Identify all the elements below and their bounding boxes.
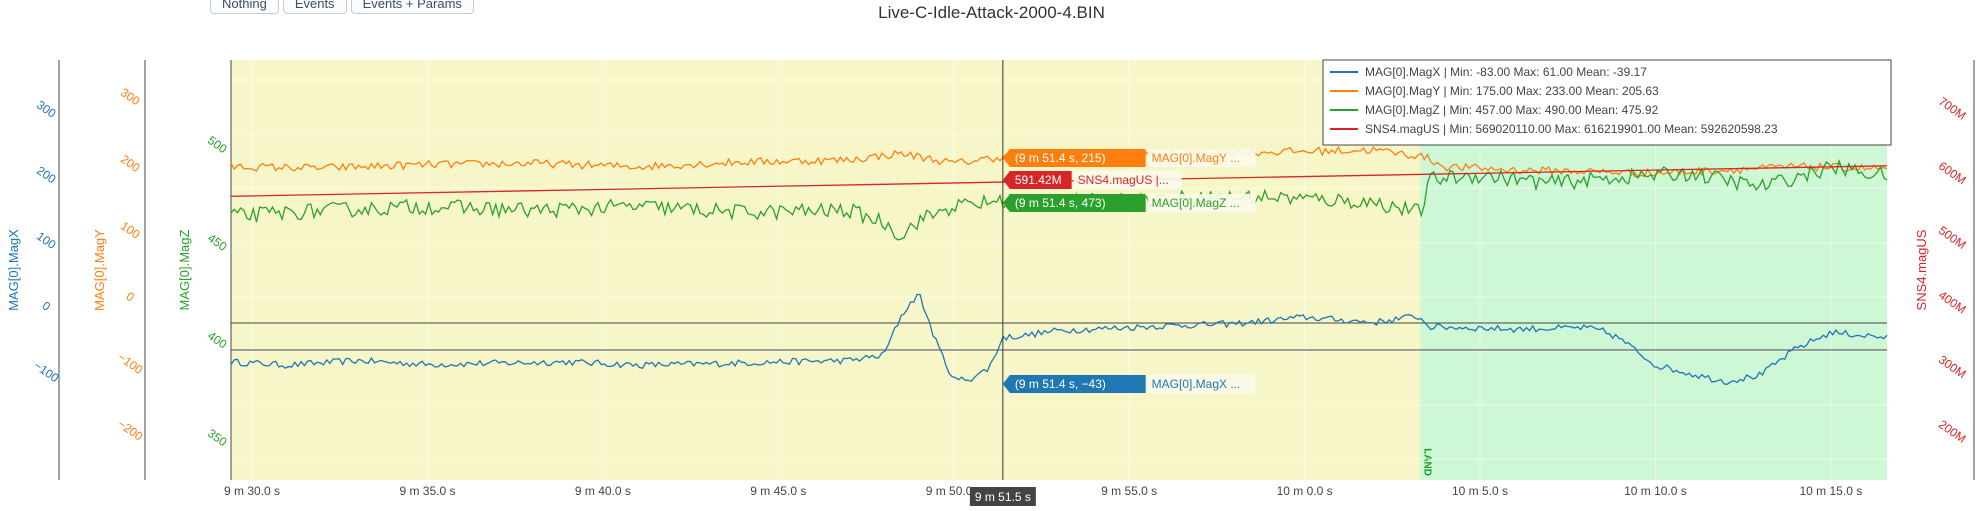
x-tick-label-3: 9 m 45.0 s [750,484,806,498]
sns-tick-label-5: 700M [1936,94,1969,123]
magx-tick-label-3: 200 [34,163,59,186]
hover-time-box [969,487,1036,506]
sns-tick-label-0: 200M [1936,417,1969,446]
magx-tick-label-4: 300 [34,98,59,121]
hover-label-name-box [1147,149,1256,167]
legend-entry-2: MAG[0].MagZ | Min: 457.00 Max: 490.00 Me… [1365,103,1659,117]
x-tick-label-0: 9 m 30.0 s [224,484,280,498]
nothing-button[interactable]: Nothing [210,0,279,14]
hover-label-box [1002,375,1146,393]
magy-tick-label-0: −200 [115,417,145,444]
x-tick-label-5: 9 m 55.0 s [1101,484,1157,498]
series-line-magx [230,293,1888,385]
magz-axis-title: MAG[0].MagZ [177,229,192,310]
hover-label-mag-0-magz: (9 m 51.4 s, 473) MAG[0].MagZ ... [1002,194,1256,212]
magy-axis-title: MAG[0].MagY [92,229,107,311]
x-tick-label-4: 9 m 50.0 s [926,484,982,498]
sns-tick-label-4: 600M [1936,159,1969,188]
magz-tick-label-2: 450 [205,231,230,254]
hover-time-label: 9 m 51.5 s [975,490,1031,504]
magy-tick-label-3: 100 [118,219,143,242]
hover-label-box [1002,149,1146,167]
magy-tick-label-2: 0 [124,289,138,304]
magy-tick-label-1: −100 [115,350,145,377]
legend-entry-3: SNS4.magUS | Min: 569020110.00 Max: 6162… [1365,122,1778,136]
hover-label-value: (9 m 51.4 s, 473) [1015,196,1106,210]
toolbar: Nothing Events Events + Params [210,0,478,14]
hover-label-value: (9 m 51.4 s, −43) [1015,377,1106,391]
events-button[interactable]: Events [282,0,347,14]
hover-label-sns4-magus: 591.42M SNS4.magUS |... [1002,171,1182,189]
hover-label-name: MAG[0].MagZ ... [1152,196,1240,210]
legend-entry-1: MAG[0].MagY | Min: 175.00 Max: 233.00 Me… [1365,84,1659,98]
legend: MAG[0].MagX | Min: -83.00 Max: 61.00 Mea… [1322,59,1892,146]
magx-axis-title: MAG[0].MagX [6,229,21,311]
x-tick-label-1: 9 m 35.0 s [399,484,455,498]
x-tick-label-6: 10 m 0.0 s [1277,484,1333,498]
hover-label-name: MAG[0].MagY ... [1152,151,1240,165]
magx-tick-label-2: 100 [34,229,59,252]
hover-label-box [1002,171,1072,189]
sns-tick-label-2: 400M [1936,288,1969,317]
magx-tick-label-1: 0 [40,298,54,313]
x-tick-label-8: 10 m 10.0 s [1624,484,1687,498]
hover-label-name: SNS4.magUS |... [1078,173,1169,187]
x-tick-label-2: 9 m 40.0 s [575,484,631,498]
sns-tick-label-1: 300M [1936,353,1969,382]
hover-label-name: MAG[0].MagX ... [1152,377,1241,391]
magz-tick-label-0: 350 [205,426,230,449]
magy-tick-label-4: 200 [118,152,143,175]
hover-label-value: 591.42M [1015,173,1062,187]
plot-title: Live-C-Idle-Attack-2000-4.BIN [878,3,1105,22]
region-label-land: LAND [1421,448,1432,476]
hover-label-box [1002,194,1146,212]
events-params-button[interactable]: Events + Params [350,0,474,14]
region-0 [231,60,1421,480]
magy-tick-label-5: 300 [118,85,143,108]
sns-tick-label-3: 500M [1936,223,1969,252]
sns-axis-title: SNS4.magUS [1914,229,1929,310]
hover-label-value: (9 m 51.4 s, 215) [1015,151,1106,165]
magx-tick-label-0: −100 [31,358,61,385]
hover-label-mag-0-magy: (9 m 51.4 s, 215) MAG[0].MagY ... [1002,149,1256,167]
magz-tick-label-1: 400 [205,329,230,352]
hover-label-name-box [1073,171,1182,189]
legend-box [1322,59,1892,146]
x-tick-label-9: 10 m 15.0 s [1800,484,1863,498]
legend-entry-0: MAG[0].MagX | Min: -83.00 Max: 61.00 Mea… [1365,65,1647,79]
hover-label-mag-0-magx: (9 m 51.4 s, −43) MAG[0].MagX ... [1002,375,1256,393]
hover-label-name-box [1147,194,1256,212]
hover-label-name-box [1147,375,1256,393]
magz-tick-label-3: 500 [205,133,230,156]
x-tick-label-7: 10 m 5.0 s [1452,484,1508,498]
